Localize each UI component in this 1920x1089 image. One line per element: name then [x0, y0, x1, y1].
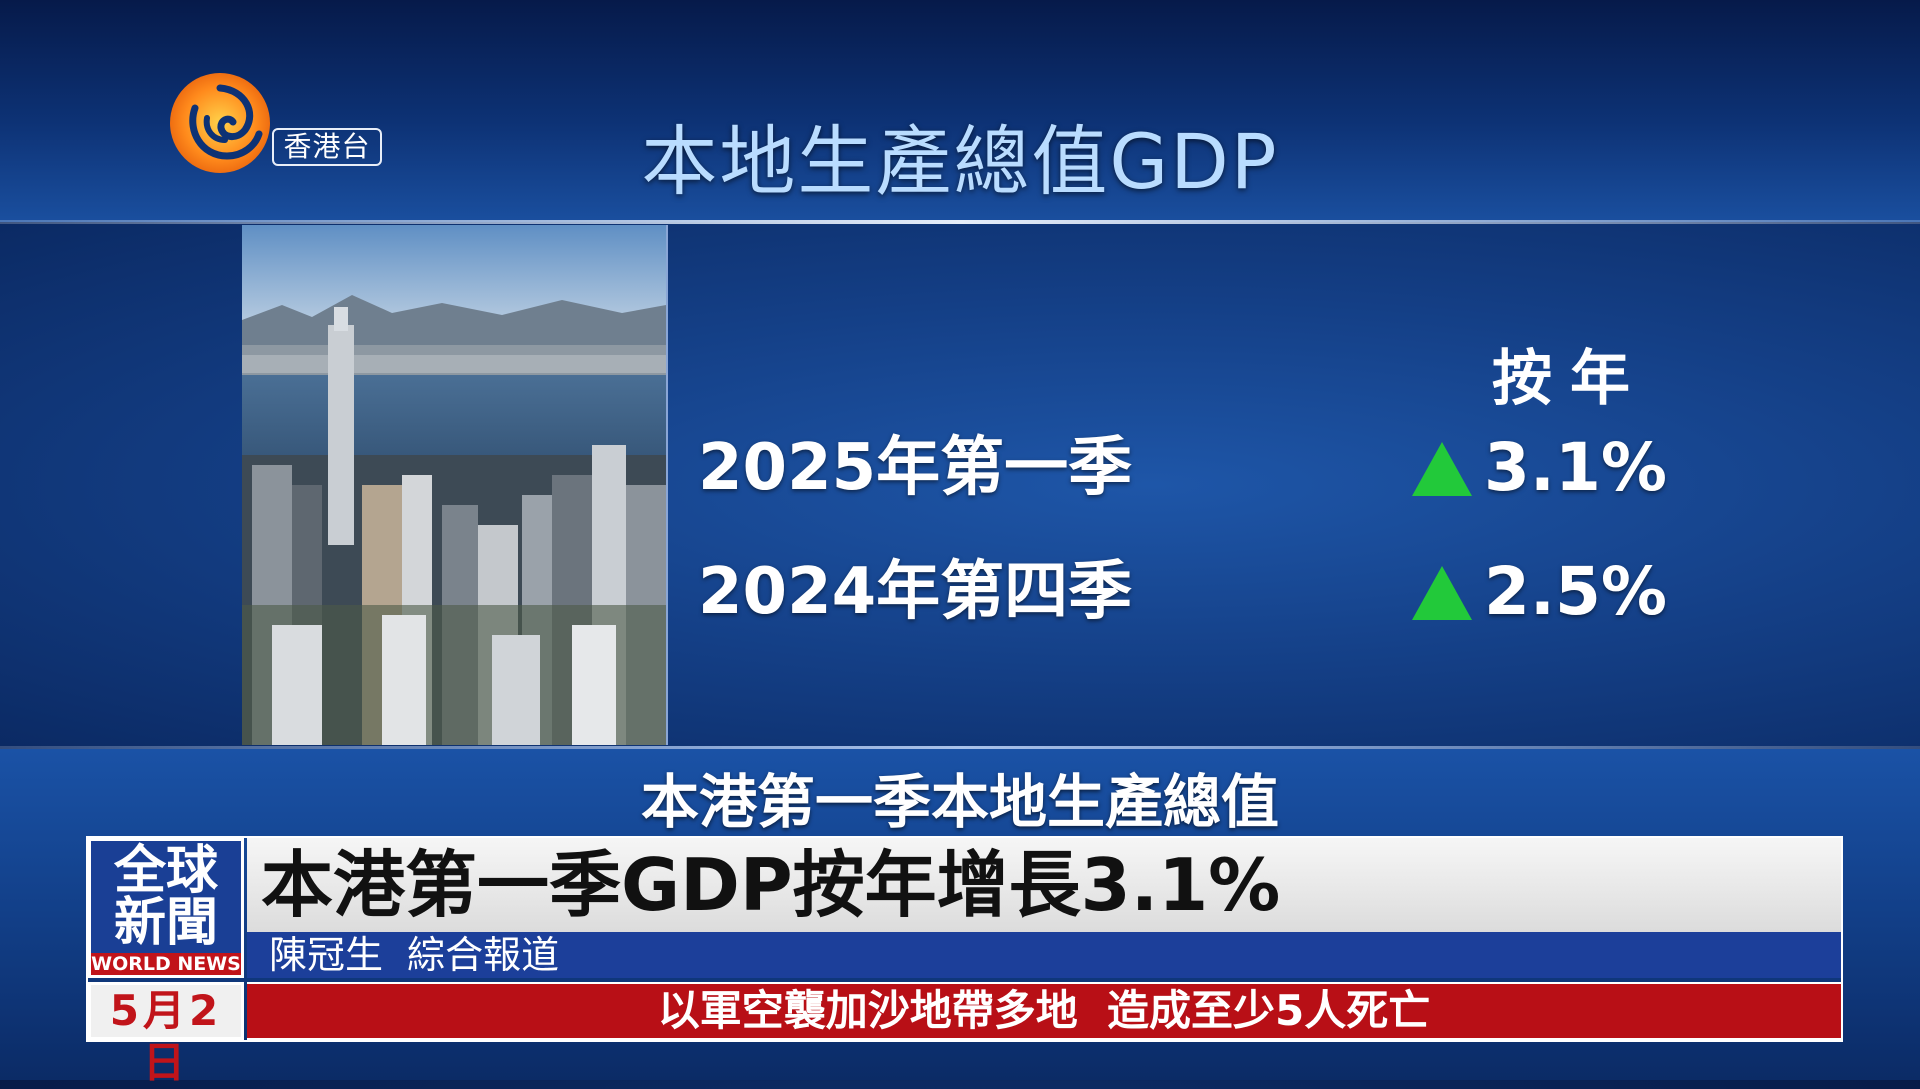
- row-period-label: 2024年第四季: [698, 555, 1133, 629]
- row-value: 3.1%: [1484, 429, 1668, 506]
- brand-name-zh: 全球新聞: [114, 841, 219, 953]
- up-arrow-icon: [1410, 440, 1474, 498]
- subtitle-caption: 本港第一季本地生產總值: [640, 768, 1279, 836]
- date-badge: 5月2日: [88, 982, 244, 1087]
- page-title: 本地生產總值GDP: [641, 117, 1279, 206]
- world-news-brand: 全球新聞 WORLD NEWS: [88, 838, 244, 978]
- column-header-yoy: 按年: [1492, 344, 1648, 414]
- station-label: 香港台: [272, 128, 382, 166]
- ticker-text: 以軍空襲加沙地帶多地 造成至少5人死亡: [657, 986, 1431, 1035]
- hong-kong-skyline-image: [242, 225, 668, 745]
- brand-name-en: WORLD NEWS: [91, 953, 241, 975]
- row-value: 2.5%: [1484, 553, 1668, 630]
- news-ticker: 以軍空襲加沙地帶多地 造成至少5人死亡: [247, 982, 1841, 1040]
- phoenix-logo-icon: [165, 68, 275, 178]
- news-title-bar: 本港第一季GDP按年增長3.1%: [247, 838, 1841, 932]
- panel-divider: [0, 746, 1920, 749]
- header-divider: [0, 220, 1920, 224]
- news-title: 本港第一季GDP按年增長3.1%: [261, 843, 1281, 927]
- reporter-bar: 陳冠生 綜合報道: [247, 932, 1841, 978]
- header-background: [0, 0, 1920, 222]
- reporter-credit: 陳冠生 綜合報道: [269, 933, 560, 977]
- row-period-label: 2025年第一季: [698, 431, 1133, 505]
- up-arrow-icon: [1410, 564, 1474, 622]
